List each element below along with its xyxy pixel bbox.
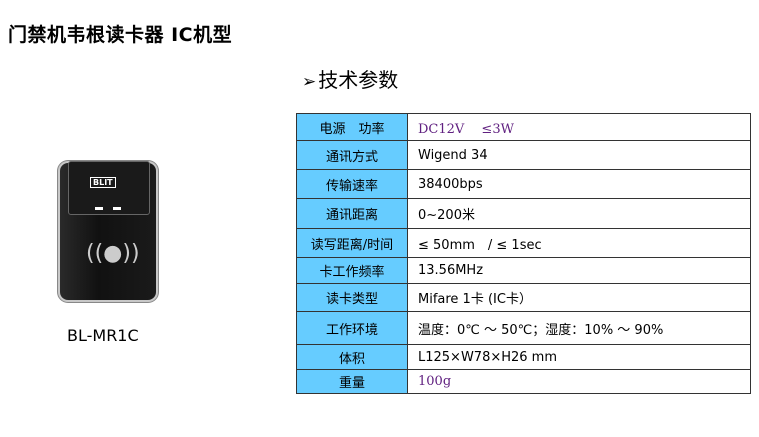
table-row: 重量 100g bbox=[296, 369, 751, 394]
spec-value: Wigend 34 bbox=[407, 140, 751, 170]
card-reader-image: BLIT ((●)) bbox=[60, 161, 156, 300]
table-row: 读写距离/时间 ≤ 50mm / ≤ 1sec bbox=[296, 228, 751, 258]
table-row: 通讯方式 Wigend 34 bbox=[296, 140, 751, 170]
table-row: 电源 功率 DC12V ≤3W bbox=[296, 113, 751, 141]
spec-key: 卡工作频率 bbox=[296, 257, 408, 284]
spec-value: 13.56MHz bbox=[407, 257, 751, 284]
spec-key: 传输速率 bbox=[296, 169, 408, 199]
spec-key: 通讯距离 bbox=[296, 198, 408, 229]
spec-value: 温度：0℃ ～ 50℃；湿度：10% ～ 90% bbox=[407, 311, 751, 345]
page-title: 门禁机韦根读卡器 IC机型 bbox=[8, 24, 233, 46]
spec-value: Mifare 1卡 (IC卡） bbox=[407, 283, 751, 312]
table-row: 工作环境 温度：0℃ ～ 50℃；湿度：10% ～ 90% bbox=[296, 311, 751, 345]
rfid-waves-icon: ((●)) bbox=[86, 241, 140, 266]
table-row: 体积 L125×W78×H26 mm bbox=[296, 344, 751, 370]
arrow-bullet-icon: ➢ bbox=[302, 72, 317, 92]
spec-key: 通讯方式 bbox=[296, 140, 408, 170]
section-heading: ➢ 技术参数 bbox=[302, 64, 398, 93]
table-row: 通讯距离 0~200米 bbox=[296, 198, 751, 229]
spec-value: 38400bps bbox=[407, 169, 751, 199]
led-indicators bbox=[90, 195, 130, 210]
section-heading-text: 技术参数 bbox=[318, 68, 399, 92]
spec-value: ≤ 50mm / ≤ 1sec bbox=[407, 228, 751, 258]
spec-value: 0~200米 bbox=[407, 198, 751, 229]
table-row: 传输速率 38400bps bbox=[296, 169, 751, 199]
spec-table: 电源 功率 DC12V ≤3W 通讯方式 Wigend 34 传输速率 38400bp… bbox=[296, 113, 751, 394]
spec-value: L125×W78×H26 mm bbox=[407, 344, 751, 370]
brand-logo: BLIT bbox=[90, 177, 116, 188]
spec-key: 体积 bbox=[296, 344, 408, 370]
spec-key: 读卡类型 bbox=[296, 283, 408, 312]
spec-key: 重量 bbox=[296, 369, 408, 394]
spec-value: DC12V ≤3W bbox=[407, 113, 751, 141]
spec-value: 100g bbox=[407, 369, 751, 394]
spec-key: 电源 功率 bbox=[296, 113, 408, 141]
table-row: 卡工作频率 13.56MHz bbox=[296, 257, 751, 284]
spec-key: 读写距离/时间 bbox=[296, 228, 408, 258]
table-row: 读卡类型 Mifare 1卡 (IC卡） bbox=[296, 283, 751, 312]
device-top-panel: BLIT bbox=[68, 161, 150, 215]
spec-key: 工作环境 bbox=[296, 311, 408, 345]
product-model: BL-MR1C bbox=[67, 326, 139, 345]
